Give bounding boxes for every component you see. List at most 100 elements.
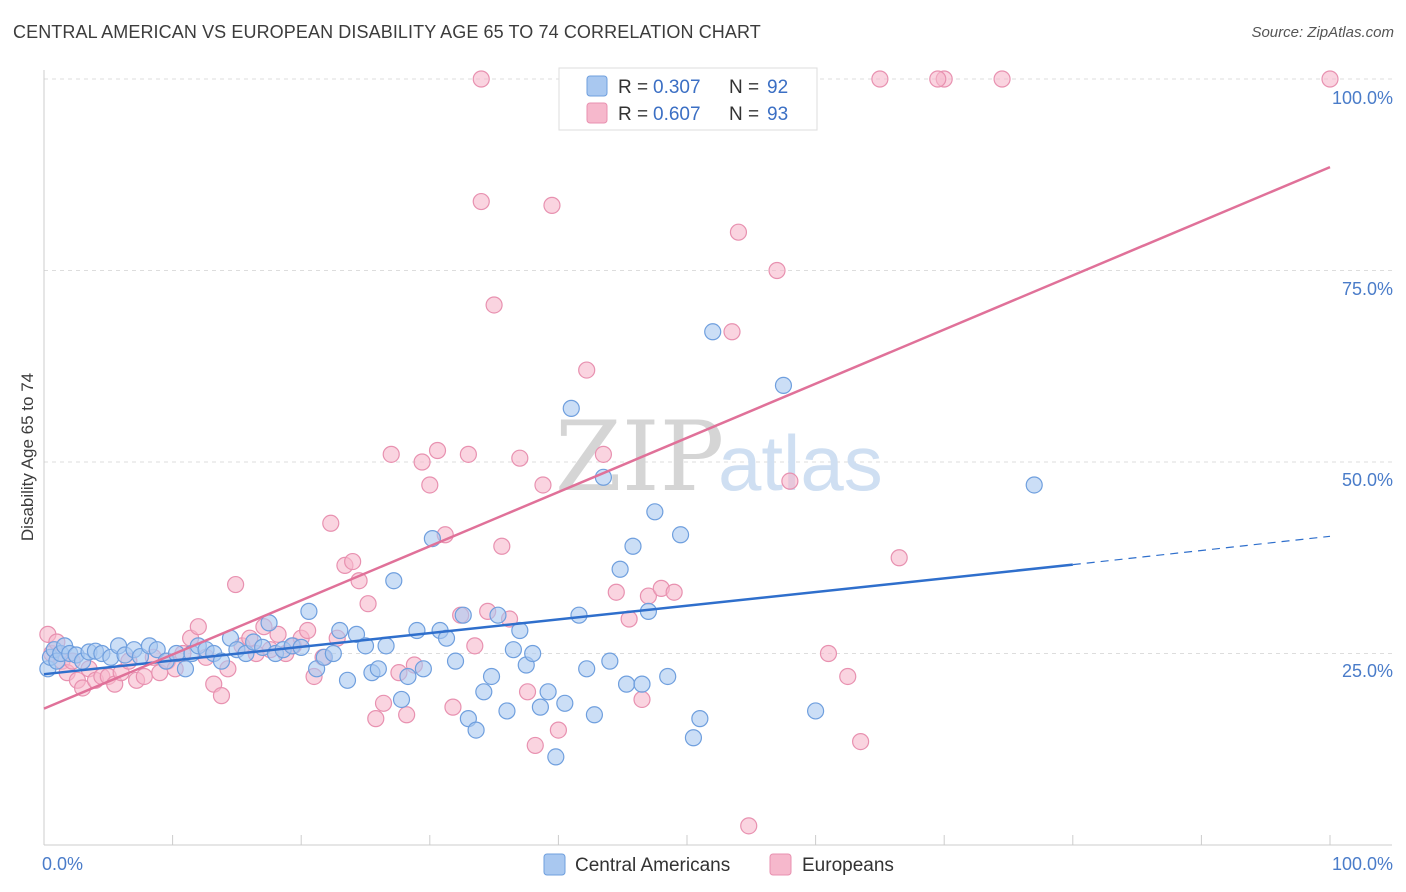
series-europeans-point-16 — [135, 667, 153, 686]
legend-r-label-2: R = — [618, 104, 648, 125]
series-central-point-43 — [347, 625, 366, 643]
trend-lines — [43, 165, 1331, 710]
source-label: Source: ZipAtlas.com — [1251, 24, 1394, 41]
series-europeans-point-38 — [299, 621, 317, 640]
series-central-point-75 — [585, 706, 604, 724]
series-europeans-point-68 — [526, 736, 544, 755]
series-europeans-point-49 — [382, 445, 400, 463]
legend-r-label-1: R = — [618, 77, 648, 98]
series-central-point-84 — [659, 667, 677, 686]
series-europeans-point-61 — [472, 192, 490, 211]
series-europeans-point-70 — [543, 196, 561, 214]
series-central-point-90 — [806, 702, 825, 720]
series-europeans-point-26 — [212, 687, 231, 705]
x-tick-100: 100.0% — [1332, 854, 1393, 874]
series-central-point-59 — [467, 721, 485, 739]
x-axis-ticks — [43, 835, 1331, 845]
chart-title: CENTRAL AMERICAN VS EUROPEAN DISABILITY … — [13, 22, 761, 42]
series-central-point-77 — [601, 652, 619, 670]
series-central-point-26 — [212, 652, 231, 670]
series-central-point-41 — [331, 621, 349, 640]
legend-swatch-pink — [586, 102, 608, 124]
series-europeans-top-point-2 — [871, 70, 889, 88]
series-central-point-46 — [369, 660, 387, 678]
trend-line-central-americans-extension — [1072, 535, 1331, 566]
legend-n-value-1: 92 — [767, 77, 788, 98]
series-central-point-87 — [691, 710, 709, 728]
series-europeans-point-84 — [740, 817, 758, 835]
series-europeans-point-64 — [493, 537, 511, 555]
legend-box: R = 0.307 N = 92 R = 0.607 N = 93 — [558, 67, 818, 131]
series-europeans-point-23 — [189, 618, 207, 636]
series-central-point-49 — [392, 690, 411, 709]
series-europeans-top-point-5 — [1321, 70, 1339, 88]
series-europeans-point-47 — [367, 710, 385, 728]
series-central-point-18 — [148, 641, 166, 659]
series-europeans-point-54 — [421, 476, 439, 494]
series-europeans-top-point-4 — [993, 70, 1011, 88]
series-europeans-point-46 — [359, 595, 377, 613]
series-europeans-point-88 — [819, 644, 838, 663]
series-europeans-point-80 — [665, 583, 683, 601]
series-central-point-81 — [633, 675, 651, 693]
series-europeans-point-89 — [839, 667, 857, 686]
bottom-legend-europeans: Europeans — [802, 855, 894, 876]
y-tick-25: 25.0% — [1342, 661, 1393, 681]
y-axis-label: Disability Age 65 to 74 — [18, 373, 37, 541]
legend-n-label-2: N = — [729, 104, 759, 125]
y-tick-50: 50.0% — [1342, 470, 1393, 490]
series-central-americans — [39, 323, 1043, 766]
series-central-point-74 — [578, 660, 596, 678]
series-central-point-48 — [385, 572, 403, 590]
series-central-point-89 — [774, 376, 793, 394]
watermark-atlas: atlas — [718, 419, 883, 507]
series-central-point-64 — [504, 641, 522, 659]
series-central-point-67 — [524, 644, 542, 663]
legend-r-value-2: 0.607 — [653, 104, 701, 125]
series-europeans-point-69 — [534, 476, 552, 494]
bottom-legend-swatch-europeans — [769, 853, 792, 876]
series-central-point-91 — [1025, 476, 1043, 494]
series-europeans-point-34 — [269, 625, 287, 643]
series-europeans-point-53 — [413, 453, 431, 471]
series-europeans-point-66 — [511, 449, 529, 467]
trend-line-europeans — [43, 165, 1331, 710]
series-central-point-70 — [547, 748, 565, 766]
series-europeans-point-44 — [344, 552, 362, 571]
legend-r-value-1: 0.307 — [653, 77, 701, 98]
bottom-legend-swatch-central — [543, 853, 566, 876]
series-europeans-point-83 — [729, 223, 748, 241]
series-europeans-top-point-3 — [929, 70, 947, 88]
series-europeans-point-28 — [227, 575, 245, 594]
series-europeans-point-82 — [723, 323, 741, 341]
trend-line-central-americans — [43, 563, 1073, 676]
series-europeans-point-51 — [398, 706, 416, 724]
legend-n-value-2: 93 — [767, 104, 788, 125]
series-europeans-point-60 — [466, 637, 484, 655]
legend-swatch-blue — [586, 75, 608, 97]
series-central-point-68 — [531, 698, 549, 716]
series-central-point-63 — [498, 702, 516, 720]
series-central-point-78 — [611, 560, 629, 578]
series-europeans-point-71 — [549, 721, 568, 739]
y-tick-75: 75.0% — [1342, 279, 1393, 299]
series-central-point-69 — [539, 683, 557, 701]
series-central-point-21 — [176, 660, 195, 678]
series-central-point-52 — [414, 660, 432, 678]
series-europeans-point-86 — [768, 261, 786, 280]
series-central-point-57 — [454, 606, 472, 624]
series-central-point-80 — [624, 537, 642, 555]
series-europeans-point-75 — [607, 583, 625, 601]
series-europeans-point-73 — [578, 361, 596, 379]
series-europeans-point-48 — [374, 694, 393, 712]
series-central-point-79 — [617, 675, 636, 693]
series-europeans-point-74 — [594, 445, 613, 463]
series-europeans-point-57 — [444, 698, 462, 716]
series-central-point-62 — [489, 606, 507, 624]
series-europeans-point-77 — [633, 690, 651, 709]
series-central-point-60 — [475, 683, 493, 701]
bottom-legend-central: Central Americans — [575, 855, 730, 876]
series-europeans-point-41 — [322, 514, 340, 532]
legend-n-label-1: N = — [729, 77, 759, 98]
